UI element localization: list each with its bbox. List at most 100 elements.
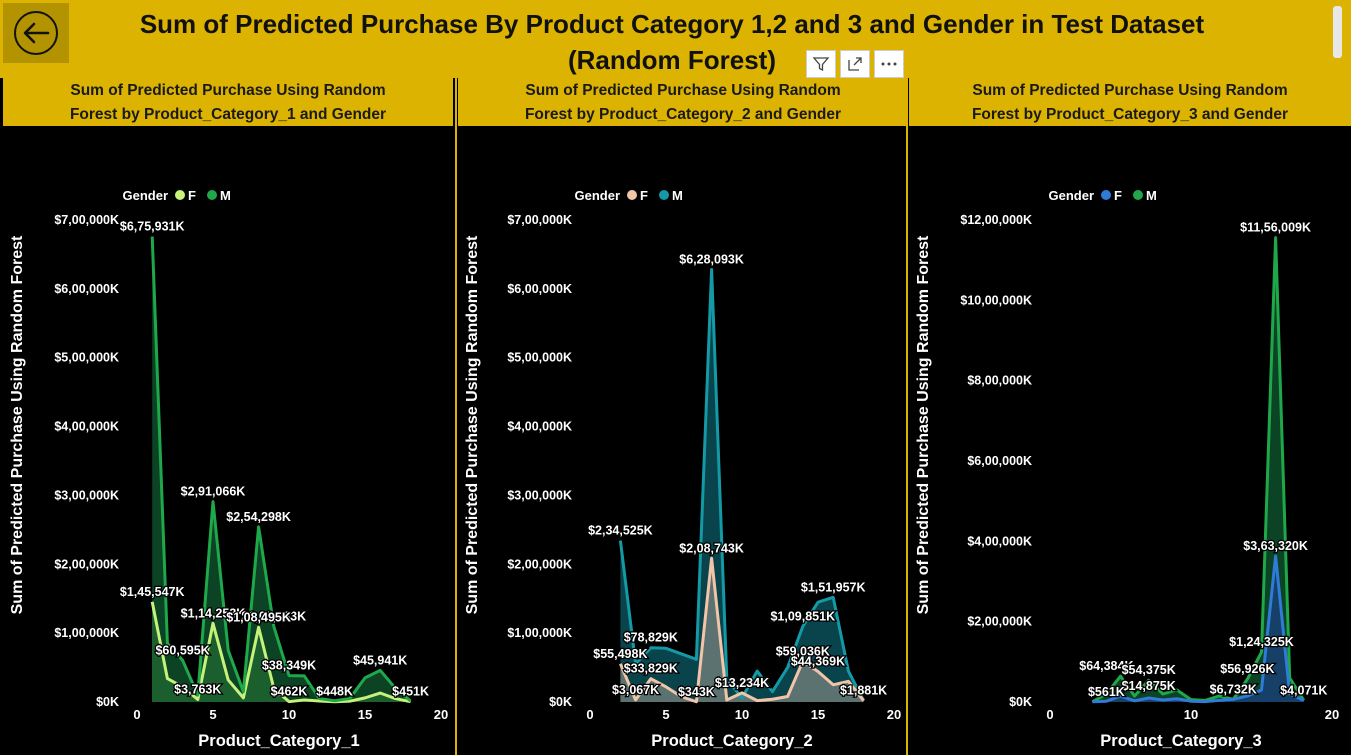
data-label: $1,45,547K	[120, 585, 185, 599]
data-label: $1,14,253K	[181, 606, 246, 620]
x-axis-title: Product_Category_3	[1100, 732, 1261, 750]
data-label: $78,829K	[624, 631, 678, 645]
data-label: $64,384K	[1079, 659, 1133, 673]
y-tick-label: $7,00,000K	[507, 213, 572, 227]
page-title: Sum of Predicted Purchase By Product Cat…	[72, 6, 1272, 78]
data-label: $44,369K	[791, 654, 845, 668]
legend-title: Gender	[1048, 188, 1094, 203]
panel-divider	[906, 78, 908, 755]
data-label: $3,63,320K	[1243, 539, 1308, 553]
page-title-line-2: (Random Forest)	[568, 45, 776, 75]
filter-button[interactable]	[806, 50, 836, 78]
y-tick-label: $6,00,000K	[54, 282, 119, 296]
y-tick-label: $2,00,000K	[54, 557, 119, 571]
data-label: $451K	[392, 685, 429, 699]
data-label: $6,75,931K	[120, 220, 185, 234]
x-tick-label: 20	[1325, 707, 1339, 722]
series-line-F	[619, 556, 865, 704]
series-area-M	[620, 269, 864, 702]
y-tick-label: $6,00,000K	[507, 282, 572, 296]
data-label: $462K	[271, 685, 308, 699]
chart-panel-category-2: Sum of Predicted Purchase Using Random F…	[458, 78, 908, 755]
x-tick-label: 0	[133, 707, 140, 722]
visual-toolbar	[806, 50, 904, 78]
legend-label-F: F	[188, 188, 196, 203]
y-tick-label: $0K	[96, 695, 119, 709]
data-label: $2,34,525K	[588, 524, 653, 538]
data-label: $2,54,298K	[226, 510, 291, 524]
series-area-F	[620, 558, 864, 702]
filter-icon	[812, 57, 830, 72]
data-label: $54,375K	[1122, 663, 1176, 677]
data-label: $1,08,495K	[226, 610, 291, 624]
series-line-F	[150, 601, 411, 704]
chart-2-header: Sum of Predicted Purchase Using Random F…	[458, 78, 908, 126]
legend-marker-M	[207, 190, 217, 200]
y-tick-label: $0K	[549, 695, 572, 709]
legend-title: Gender	[574, 188, 620, 203]
focus-mode-icon	[848, 57, 862, 71]
chart-1-header: Sum of Predicted Purchase Using Random F…	[3, 78, 453, 126]
data-label: $1,881K	[840, 684, 887, 698]
chart-2-plot[interactable]: Gender F M $0K $1,00,000K $2,00,000K $3,00,000…	[458, 126, 908, 755]
x-axis-title: Product_Category_1	[198, 732, 359, 750]
y-tick-label: $12,00,000K	[960, 213, 1032, 227]
chart-2-title: Sum of Predicted Purchase Using Random F…	[458, 78, 908, 127]
y-tick-label: $0K	[1009, 695, 1032, 709]
y-tick-label: $1,00,000K	[54, 626, 119, 640]
y-tick-label: $3,00,000K	[54, 488, 119, 502]
y-tick-label: $1,00,000K	[507, 626, 572, 640]
x-tick-label: 0	[1046, 707, 1053, 722]
data-label: $343K	[678, 685, 715, 699]
data-label: $45,941K	[353, 653, 407, 667]
back-button[interactable]	[3, 3, 69, 63]
data-label: $1,51,957K	[801, 580, 866, 594]
data-label: $3,763K	[174, 682, 221, 696]
back-arrow-icon	[14, 11, 58, 55]
y-tick-label: $4,00,000K	[54, 420, 119, 434]
focus-mode-button[interactable]	[840, 50, 870, 78]
y-tick-label: $2,00,000K	[507, 557, 572, 571]
data-label: $56,926K	[1220, 662, 1274, 676]
x-tick-label: 20	[434, 707, 448, 722]
data-label: $1,24,325K	[1229, 635, 1294, 649]
more-options-button[interactable]	[874, 50, 904, 78]
chart-1-title-line-2: Forest by Product_Category_1 and Gender	[69, 106, 387, 123]
panel-divider	[455, 78, 457, 755]
x-tick-label: 20	[887, 707, 901, 722]
y-tick-label: $8,00,000K	[967, 374, 1032, 388]
chart-3-header: Sum of Predicted Purchase Using Random F…	[909, 78, 1351, 126]
legend-marker-F	[175, 190, 185, 200]
data-label: $38,349K	[262, 659, 316, 673]
series-area-F	[1092, 556, 1304, 702]
data-label: $60,595K	[155, 643, 209, 657]
data-label: $561K	[1088, 685, 1125, 699]
y-tick-label: $6,00,000K	[967, 454, 1032, 468]
x-tick-label: 10	[1184, 707, 1198, 722]
more-options-icon	[881, 62, 897, 66]
x-tick-label: 15	[358, 707, 372, 722]
chart-3-plot[interactable]: Gender F M $0K $2,00,000K $4,00,000K $6,00,000…	[909, 126, 1351, 755]
chart-3-title-line-1: Sum of Predicted Purchase Using Random	[972, 82, 1288, 99]
page-scrollbar[interactable]	[1333, 6, 1342, 58]
x-tick-label: 0	[586, 707, 593, 722]
chart-legend: Gender F M	[122, 188, 230, 203]
chart-3-title: Sum of Predicted Purchase Using Random F…	[909, 78, 1351, 127]
series-line-M	[618, 268, 865, 702]
chart-2-title-line-2: Forest by Product_Category_2 and Gender	[524, 106, 842, 123]
data-label: $1,09,683K	[241, 609, 306, 623]
x-tick-label: 10	[282, 707, 296, 722]
x-tick-label: 15	[811, 707, 825, 722]
y-axis-title: Sum of Predicted Purchase Using Random F…	[9, 235, 26, 614]
chart-1-title-line-1: Sum of Predicted Purchase Using Random	[70, 82, 386, 99]
x-tick-label: 10	[735, 707, 749, 722]
legend-label-M: M	[1146, 188, 1157, 203]
legend-title: Gender	[122, 188, 168, 203]
data-label: $448K	[316, 685, 353, 699]
data-label: $1,09,851K	[770, 609, 835, 623]
chart-panel-category-3: Sum of Predicted Purchase Using Random F…	[909, 78, 1351, 755]
y-axis-title: Sum of Predicted Purchase Using Random F…	[464, 235, 481, 614]
chart-1-plot[interactable]: Gender F M $0K $1,00,000K $2,00,000K $3,00,000…	[3, 126, 453, 755]
y-tick-label: $4,00,000K	[507, 420, 572, 434]
series-line-F	[1092, 554, 1305, 704]
